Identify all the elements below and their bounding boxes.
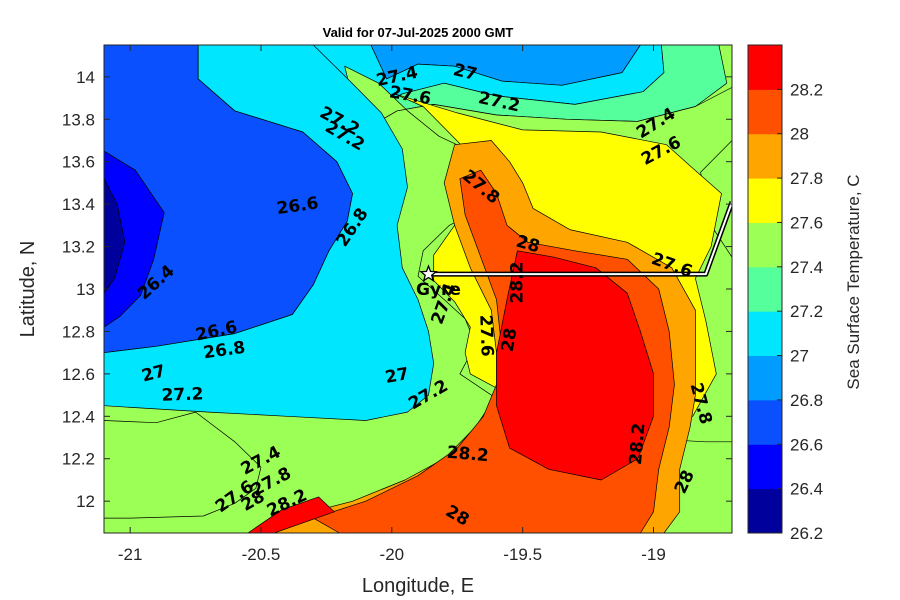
colorbar: 26.2 26.4 26.6 26.8 27 27.2 27.4 27.6 27.8 28 28.2 — [747, 44, 823, 543]
contour-regions — [104, 45, 732, 533]
y-tick-label: 12.8 — [62, 322, 95, 341]
contour-label-13: 28.2 — [507, 262, 527, 304]
y-tick-label: 12.4 — [62, 407, 95, 426]
track-line — [428, 201, 732, 276]
colorbar-swatch — [748, 89, 782, 135]
colorbar-tick-label: 27.2 — [790, 302, 823, 321]
colorbar-tick-label: 28.2 — [790, 80, 823, 99]
colorbar-tick-label: 27 — [790, 347, 809, 366]
colorbar-swatch — [748, 399, 782, 445]
y-axis-title: Latitude, N — [17, 241, 39, 338]
colorbar-tick-label: 28 — [790, 125, 809, 144]
contour-label-26: 28.2 — [446, 443, 490, 467]
contour-region-1 — [104, 150, 165, 328]
colorbar-tick-label: 27.4 — [790, 258, 823, 277]
colorbar-swatch — [748, 266, 782, 312]
y-tick-label: 13.6 — [62, 153, 95, 172]
x-tick-label: -20.5 — [242, 545, 281, 564]
chart-title: Valid for 07-Jul-2025 2000 GMT — [323, 25, 514, 40]
y-tick-label: 14 — [76, 68, 95, 87]
colorbar-tick-label: 27.8 — [790, 169, 823, 188]
colorbar-swatch — [748, 311, 782, 357]
contour-label-17: 28 — [498, 327, 522, 354]
y-tick-label: 13.2 — [62, 238, 95, 257]
colorbar-title: Sea Surface Temperature, C — [844, 174, 863, 389]
contour-label-16: 27.6 — [475, 314, 496, 357]
y-tick-label: 12.2 — [62, 450, 95, 469]
y-tick-label: 13.8 — [62, 110, 95, 129]
station-star-icon — [419, 264, 438, 283]
x-axis: -21 -20.5 -20 -19.5 -19 — [118, 45, 666, 564]
contour-label-25: 28.2 — [626, 422, 650, 466]
colorbar-swatch — [748, 222, 782, 268]
ship-track: Gyre — [416, 201, 732, 300]
colorbar-tick-label: 26.8 — [790, 391, 823, 410]
x-tick-label: -19.5 — [503, 545, 542, 564]
y-tick-label: 12.6 — [62, 365, 95, 384]
contour-region-2 — [104, 178, 126, 294]
x-tick-label: -20 — [380, 545, 405, 564]
station-label: Gyre — [416, 280, 461, 300]
colorbar-swatch — [748, 355, 782, 401]
x-tick-label: -19 — [641, 545, 666, 564]
colorbar-swatch — [748, 178, 782, 223]
colorbar-swatch — [748, 444, 782, 490]
x-axis-title: Longitude, E — [362, 575, 474, 597]
contour-region-12 — [104, 411, 262, 519]
colorbar-tick-label: 26.4 — [790, 480, 823, 499]
colorbar-swatch — [748, 133, 782, 179]
y-tick-label: 12 — [76, 492, 95, 511]
colorbar-frame — [747, 44, 783, 534]
colorbar-tick-label: 26.2 — [790, 524, 823, 543]
contour-label-21: 27 — [384, 364, 411, 388]
y-tick-label: 13 — [76, 280, 95, 299]
colorbar-tick-label: 27.6 — [790, 213, 823, 232]
y-tick-label: 13.4 — [62, 195, 95, 214]
colorbar-swatch — [748, 488, 782, 534]
y-axis: 12 12.2 12.4 12.6 12.8 13 13.2 13.4 13.6 13.8 14 — [62, 68, 732, 511]
colorbar-tick-label: 26.6 — [790, 435, 823, 454]
contour-region-11 — [247, 496, 335, 533]
x-tick-label: -21 — [118, 545, 143, 564]
contour-region-13 — [104, 45, 435, 421]
colorbar-swatch — [748, 45, 782, 90]
contour-label-22: 27.2 — [161, 384, 204, 405]
